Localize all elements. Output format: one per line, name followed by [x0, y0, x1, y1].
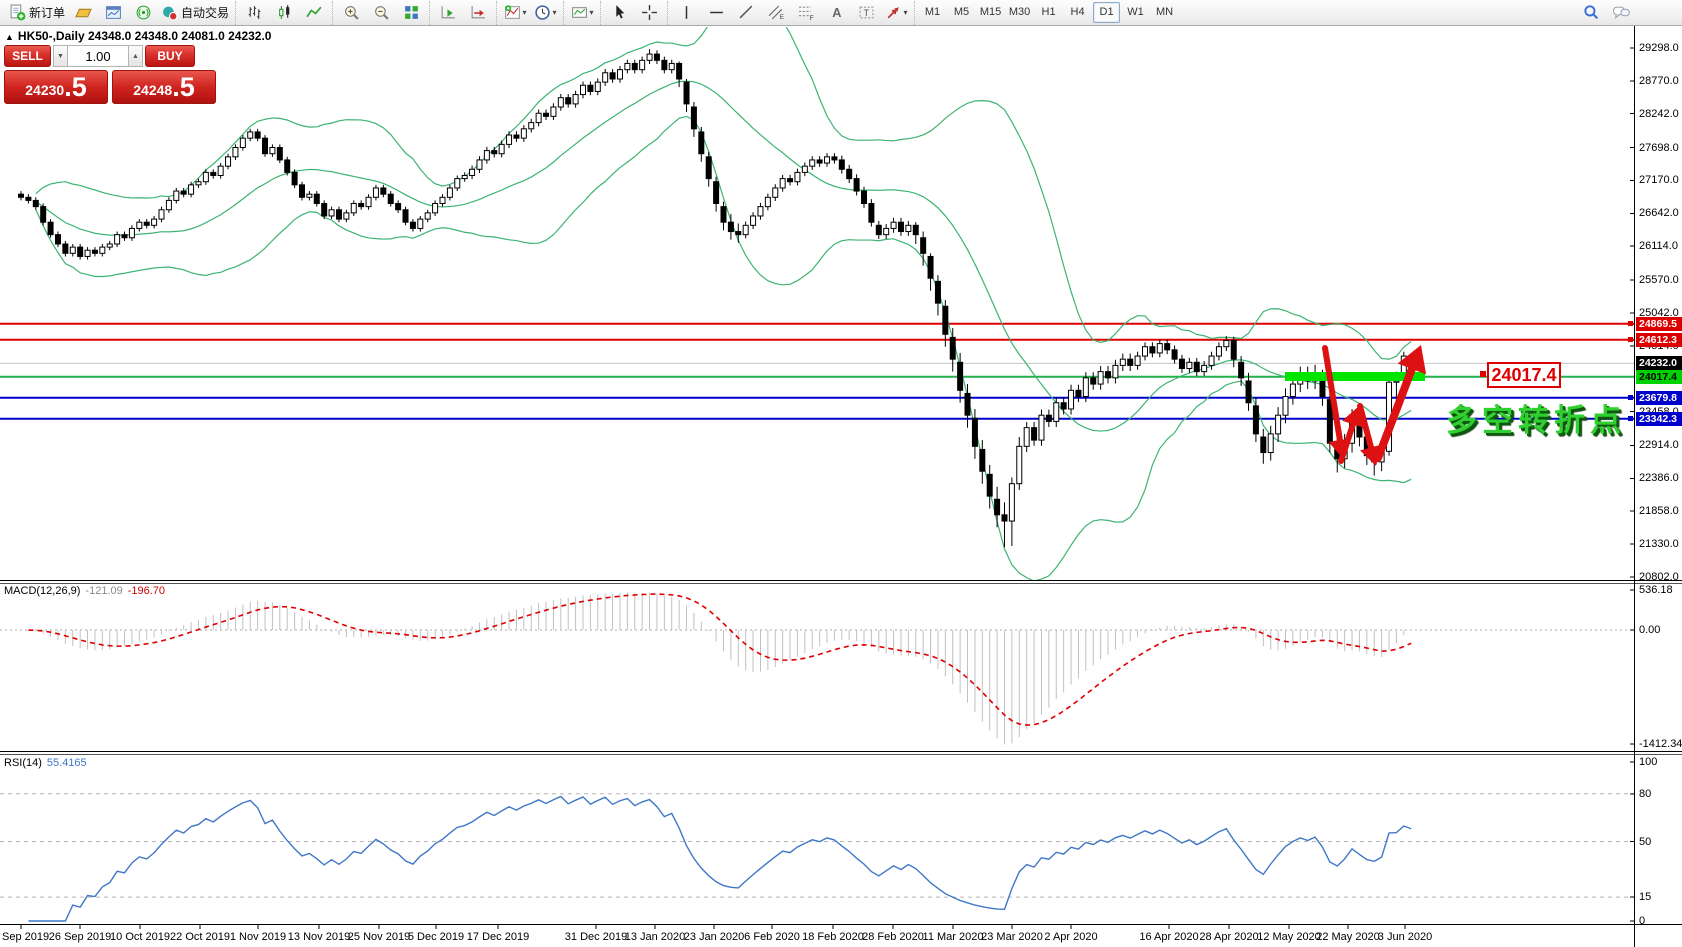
arrows-icon — [887, 7, 899, 19]
timeframe-button-M5[interactable]: M5 — [953, 6, 970, 18]
templates-icon — [571, 7, 587, 18]
text-button[interactable]: A — [821, 1, 851, 25]
crosshair-icon — [641, 5, 657, 20]
buy-price-pips: .5 — [172, 72, 195, 102]
tile-windows-icon — [404, 6, 418, 19]
equidistant-channel-button[interactable]: E — [761, 1, 791, 25]
cursor-icon — [615, 5, 624, 19]
timeframe-button-H4[interactable]: H4 — [1070, 6, 1085, 18]
candlestick-chart-button[interactable] — [269, 1, 299, 25]
auto-scroll-button[interactable] — [433, 1, 463, 25]
new-order-icon — [10, 4, 26, 21]
periods-caret-icon: ▾ — [552, 8, 557, 17]
search-button[interactable] — [1576, 1, 1606, 25]
sell-price-display[interactable]: 24230.5 — [4, 70, 108, 104]
sell-price-main: 24230 — [25, 82, 65, 98]
bar-chart-button[interactable] — [239, 1, 269, 25]
auto-scroll-icon — [441, 6, 455, 19]
buy-button[interactable]: BUY — [145, 45, 195, 67]
candlestick-chart-icon — [278, 5, 289, 19]
line-chart-button[interactable] — [299, 1, 329, 25]
vertical-line-button[interactable] — [671, 1, 701, 25]
svg-text:E: E — [779, 14, 783, 21]
indicators-caret-icon: ▾ — [522, 8, 527, 17]
chat-button[interactable] — [1606, 1, 1636, 25]
profiles-icon — [74, 8, 92, 18]
signals-icon — [136, 5, 150, 20]
timeframe-button-D1[interactable]: D1 — [1093, 2, 1121, 23]
text-icon: A — [832, 5, 841, 20]
buy-price-display[interactable]: 24248.5 — [112, 70, 216, 104]
autotrading-icon — [163, 6, 178, 21]
timeframe-button-W1[interactable]: W1 — [1127, 6, 1144, 18]
timeframe-button-MN[interactable]: MN — [1155, 6, 1174, 18]
arrows-caret-icon: ▾ — [903, 8, 908, 17]
fibonacci-button[interactable]: F — [791, 1, 821, 25]
profiles-button[interactable] — [68, 1, 98, 25]
bar-chart-icon — [248, 6, 260, 19]
one-click-trading-panel: SELL ▼ ▲ BUY 24230.5 24248.5 — [4, 45, 220, 104]
volume-input[interactable] — [68, 45, 128, 67]
new-order-button[interactable]: 新订单 — [6, 1, 68, 25]
timeframe-button-M30[interactable]: M30 — [1008, 6, 1031, 18]
equidistant-channel-icon: E — [768, 5, 783, 21]
zoom-in-icon — [344, 6, 359, 20]
volume-increase-button[interactable]: ▲ — [128, 45, 143, 67]
zoom-out-icon — [374, 6, 389, 20]
arrows-button[interactable]: ▾ — [881, 1, 911, 25]
trendline-button[interactable] — [731, 1, 761, 25]
zoom-out-button[interactable] — [366, 1, 396, 25]
trendline-icon — [739, 5, 752, 19]
chart-shift-icon — [471, 6, 485, 19]
indicators-button[interactable]: ▾ — [500, 1, 530, 25]
text-label-icon: T — [859, 6, 873, 19]
templates-button[interactable]: ▾ — [567, 1, 597, 25]
signals-button[interactable] — [128, 1, 158, 25]
new-chart-icon — [105, 6, 121, 19]
timeframe-button-H1[interactable]: H1 — [1041, 6, 1056, 18]
sell-price-pips: .5 — [64, 72, 87, 102]
svg-text:T: T — [863, 8, 869, 19]
periods-button[interactable]: ▾ — [530, 1, 560, 25]
new-order-label: 新订单 — [29, 6, 66, 20]
timeframe-group: M1 M5 M15 M30 H1 H4 D1 W1 MN — [914, 0, 1182, 25]
fibonacci-icon: F — [798, 6, 813, 21]
volume-decrease-button[interactable]: ▼ — [53, 45, 68, 67]
timeframe-button-M1[interactable]: M1 — [924, 6, 941, 18]
horizontal-line-button[interactable] — [701, 1, 731, 25]
search-icon — [1583, 5, 1598, 20]
tile-windows-button[interactable] — [396, 1, 426, 25]
toolbar: 新订单 自动交易 — [0, 0, 1682, 26]
indicators-icon — [504, 5, 520, 19]
autotrading-label: 自动交易 — [181, 6, 230, 20]
line-chart-icon — [305, 6, 322, 18]
timeframe-button-M15[interactable]: M15 — [979, 6, 1002, 18]
zoom-in-button[interactable] — [336, 1, 366, 25]
svg-text:A: A — [832, 5, 841, 20]
templates-caret-icon: ▾ — [589, 8, 594, 17]
vertical-line-icon — [685, 6, 687, 19]
clock-icon — [534, 5, 550, 20]
chart-shift-button[interactable] — [463, 1, 493, 25]
chat-icon — [1612, 6, 1630, 20]
text-label-button[interactable]: T — [851, 1, 881, 25]
horizontal-line-icon — [709, 11, 723, 14]
cursor-button[interactable] — [604, 1, 634, 25]
svg-text:F: F — [809, 15, 813, 21]
autotrading-button[interactable]: 自动交易 — [158, 1, 232, 25]
sell-button[interactable]: SELL — [4, 45, 51, 67]
crosshair-button[interactable] — [634, 1, 664, 25]
buy-price-main: 24248 — [133, 82, 173, 98]
new-chart-button[interactable] — [98, 1, 128, 25]
